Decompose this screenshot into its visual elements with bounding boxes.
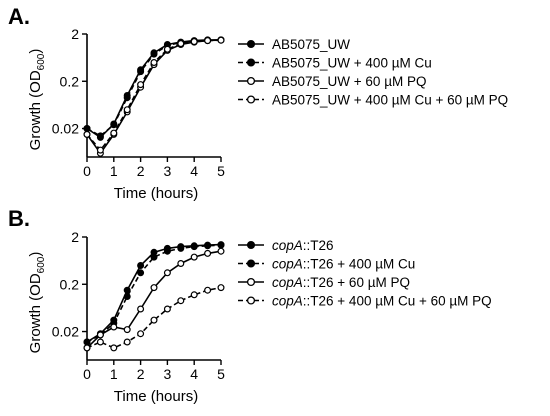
data-point (204, 286, 212, 294)
data-point (217, 36, 225, 44)
legend-label: copA::T26 + 400 µM Cu (272, 257, 415, 272)
data-point (217, 284, 225, 292)
data-point (83, 124, 91, 132)
data-point (83, 338, 91, 346)
data-point (163, 45, 171, 53)
data-point (150, 316, 158, 324)
data-point (163, 305, 171, 313)
data-point (110, 323, 118, 331)
series-line (86, 250, 222, 349)
legend-marker (246, 296, 256, 305)
series-line (86, 286, 222, 349)
data-point (150, 284, 158, 292)
data-point (204, 249, 212, 257)
legend-label: copA::T26 + 400 µM Cu + 60 µM PQ (272, 294, 492, 309)
data-point (217, 241, 225, 249)
data-point (96, 331, 104, 339)
data-point (177, 260, 185, 268)
data-point (163, 269, 171, 277)
data-point (110, 129, 118, 137)
legend-marker (246, 259, 256, 268)
data-point (110, 344, 118, 352)
legend-label: copA::T26 (272, 238, 334, 253)
data-point (83, 130, 91, 138)
data-point (123, 94, 131, 102)
legend-marker (246, 240, 256, 250)
legend-label: AB5075_UW (272, 37, 350, 52)
y-tick-label: 0.2 (60, 73, 80, 89)
x-tick-label: 3 (164, 366, 172, 382)
x-tick-label: 5 (217, 163, 225, 179)
x-axis-label: Time (hours) (114, 388, 198, 405)
data-point (123, 106, 131, 114)
data-point (177, 244, 185, 252)
x-tick-label: 1 (110, 366, 118, 382)
data-point (96, 132, 104, 140)
x-axis-label: Time (hours) (114, 185, 198, 202)
x-tick-label: 3 (164, 163, 172, 179)
data-point (150, 58, 158, 66)
y-tick-label: 0.02 (52, 121, 79, 137)
legend-label: copA::T26 + 60 µM PQ (272, 275, 410, 290)
data-point (204, 37, 212, 45)
data-point (190, 38, 198, 46)
series-line (86, 244, 222, 343)
data-point (137, 262, 145, 270)
x-tick-label: 5 (217, 366, 225, 382)
chart-panel-b: B. 0 1 2 3 4 5 2 0.2 0.02 Time (hours) Growth (OD60… (8, 206, 492, 405)
x-tick-label: 2 (137, 366, 145, 382)
data-point (137, 330, 145, 338)
x-tick-label: 0 (83, 163, 91, 179)
legend-label: AB5075_UW + 60 µM PQ (272, 74, 426, 89)
data-point (177, 297, 185, 305)
y-axis-label: Growth (OD600) (27, 49, 47, 151)
legend-marker (246, 95, 256, 104)
data-point (123, 293, 131, 301)
chart-panel-a: A. 0 1 2 3 4 5 2 0.2 0.02 Time (hours) Growth (OD60… (8, 4, 508, 202)
y-tick-label: 2 (71, 26, 79, 42)
data-point (150, 253, 158, 261)
data-point (137, 269, 145, 277)
y-tick-label: 0.02 (52, 324, 79, 340)
data-point (150, 50, 158, 58)
x-tick-label: 0 (83, 366, 91, 382)
data-point (137, 81, 145, 89)
data-point (110, 121, 118, 129)
data-point (137, 68, 145, 76)
data-point (177, 40, 185, 48)
data-point (190, 253, 198, 261)
data-point (123, 338, 131, 346)
legend-label: AB5075_UW + 400 µM Cu + 60 µM PQ (272, 93, 508, 108)
x-tick-label: 4 (190, 366, 198, 382)
data-point (83, 344, 91, 352)
data-point (96, 338, 104, 346)
x-tick-label: 4 (190, 163, 198, 179)
y-tick-label: 2 (71, 229, 79, 245)
data-point (204, 242, 212, 250)
y-axis-label: Growth (OD600) (27, 252, 47, 354)
data-point (96, 146, 104, 154)
legend-marker (246, 58, 256, 67)
data-point (163, 247, 171, 255)
legend-marker (246, 76, 256, 86)
legend-marker (246, 277, 256, 287)
data-point (190, 291, 198, 299)
data-point (217, 247, 225, 255)
x-tick-label: 1 (110, 163, 118, 179)
x-tick-label: 2 (137, 163, 145, 179)
data-point (137, 305, 145, 313)
panel-label: B. (8, 206, 30, 231)
data-point (123, 326, 131, 334)
legend-marker (246, 39, 256, 49)
y-tick-label: 0.2 (60, 276, 80, 292)
panel-label: A. (8, 4, 30, 29)
legend-label: AB5075_UW + 400 µM Cu (272, 56, 432, 71)
data-point (190, 243, 198, 251)
